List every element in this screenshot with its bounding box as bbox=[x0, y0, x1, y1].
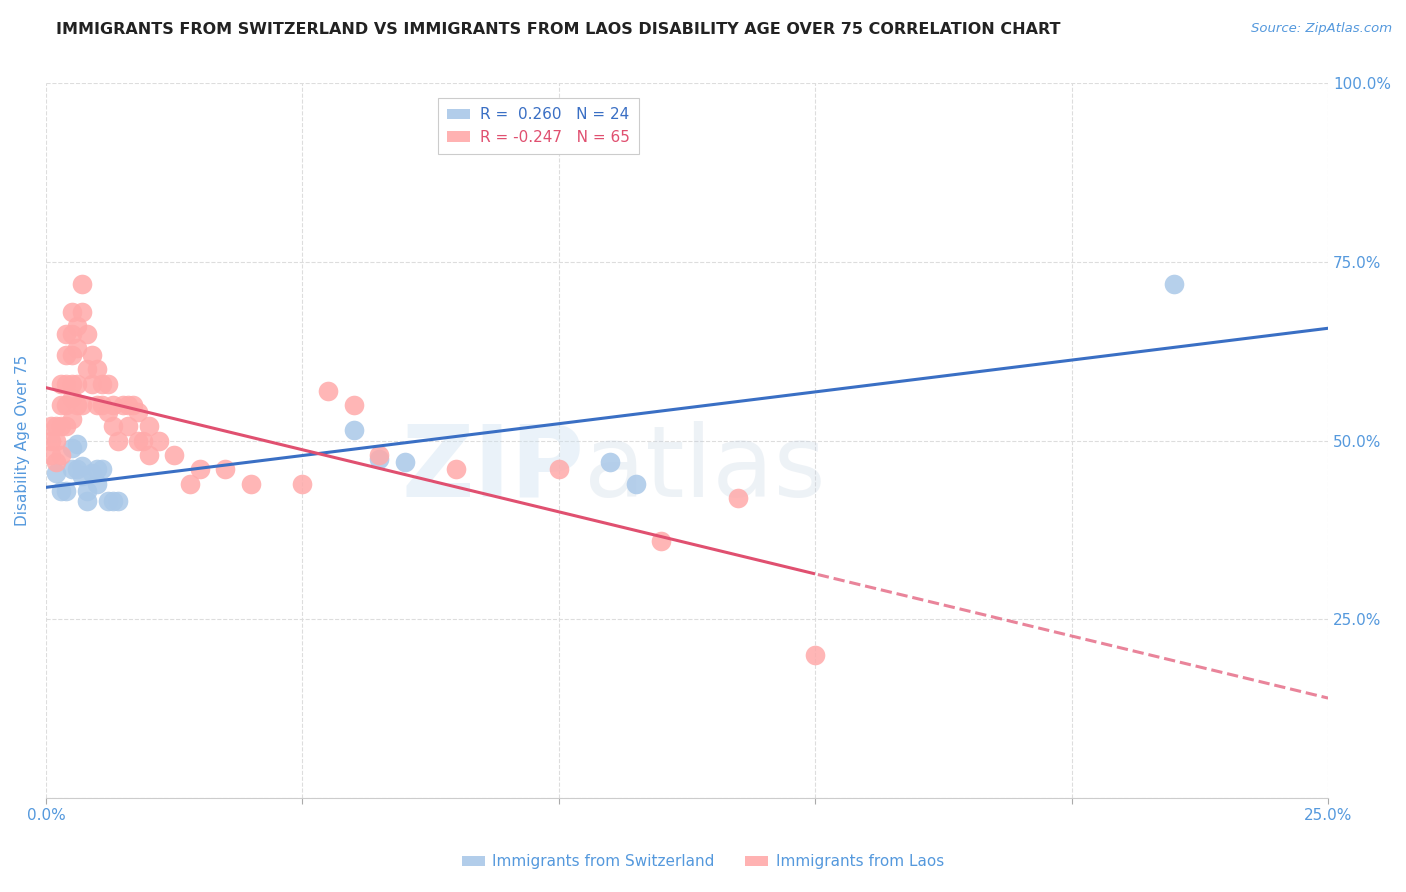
Point bbox=[70, 469, 93, 483]
Point bbox=[101, 398, 124, 412]
Point bbox=[66, 398, 89, 412]
Point bbox=[86, 362, 108, 376]
Point bbox=[82, 466, 104, 480]
Point bbox=[66, 462, 89, 476]
Point bbox=[51, 448, 73, 462]
Point bbox=[1163, 277, 1185, 291]
Point bbox=[446, 462, 468, 476]
Point bbox=[86, 462, 108, 476]
Point bbox=[82, 376, 104, 391]
Point bbox=[599, 455, 621, 469]
Point bbox=[368, 448, 391, 462]
Point bbox=[82, 348, 104, 362]
Point bbox=[343, 423, 366, 437]
Point bbox=[214, 462, 236, 476]
Point bbox=[45, 466, 67, 480]
Point bbox=[86, 476, 108, 491]
Point bbox=[127, 405, 149, 419]
Point bbox=[650, 533, 672, 548]
Point bbox=[138, 448, 160, 462]
Point bbox=[132, 434, 155, 448]
Point bbox=[51, 419, 73, 434]
Point bbox=[39, 448, 62, 462]
Point bbox=[60, 376, 83, 391]
Point bbox=[60, 441, 83, 455]
Point bbox=[60, 326, 83, 341]
Point bbox=[55, 483, 77, 498]
Text: atlas: atlas bbox=[585, 421, 827, 518]
Point bbox=[76, 494, 98, 508]
Point bbox=[96, 376, 118, 391]
Point bbox=[51, 376, 73, 391]
Point bbox=[188, 462, 211, 476]
Text: IMMIGRANTS FROM SWITZERLAND VS IMMIGRANTS FROM LAOS DISABILITY AGE OVER 75 CORRE: IMMIGRANTS FROM SWITZERLAND VS IMMIGRANT… bbox=[56, 22, 1060, 37]
Point bbox=[111, 398, 134, 412]
Point bbox=[148, 434, 170, 448]
Point bbox=[117, 398, 139, 412]
Point bbox=[39, 434, 62, 448]
Point bbox=[96, 405, 118, 419]
Point bbox=[179, 476, 201, 491]
Point bbox=[91, 376, 114, 391]
Point bbox=[55, 419, 77, 434]
Point bbox=[60, 305, 83, 319]
Legend: R =  0.260   N = 24, R = -0.247   N = 65: R = 0.260 N = 24, R = -0.247 N = 65 bbox=[439, 98, 638, 154]
Point bbox=[86, 398, 108, 412]
Point bbox=[45, 419, 67, 434]
Point bbox=[96, 494, 118, 508]
Point bbox=[39, 419, 62, 434]
Point bbox=[76, 483, 98, 498]
Y-axis label: Disability Age Over 75: Disability Age Over 75 bbox=[15, 355, 30, 526]
Point bbox=[804, 648, 827, 662]
Point bbox=[76, 362, 98, 376]
Point bbox=[45, 455, 67, 469]
Point bbox=[70, 305, 93, 319]
Point bbox=[240, 476, 263, 491]
Point bbox=[51, 483, 73, 498]
Point bbox=[122, 398, 145, 412]
Point bbox=[60, 462, 83, 476]
Point bbox=[51, 398, 73, 412]
Point bbox=[70, 458, 93, 473]
Point bbox=[70, 277, 93, 291]
Point bbox=[316, 384, 339, 398]
Point bbox=[138, 419, 160, 434]
Point bbox=[66, 437, 89, 451]
Point bbox=[394, 455, 416, 469]
Point bbox=[163, 448, 186, 462]
Point bbox=[55, 398, 77, 412]
Point bbox=[66, 341, 89, 355]
Point bbox=[60, 391, 83, 405]
Point bbox=[70, 398, 93, 412]
Point bbox=[45, 434, 67, 448]
Point bbox=[101, 494, 124, 508]
Point bbox=[55, 376, 77, 391]
Point bbox=[60, 412, 83, 426]
Point bbox=[117, 419, 139, 434]
Point bbox=[91, 462, 114, 476]
Point bbox=[60, 348, 83, 362]
Point bbox=[91, 398, 114, 412]
Point bbox=[624, 476, 647, 491]
Point bbox=[55, 348, 77, 362]
Point bbox=[101, 419, 124, 434]
Point bbox=[107, 434, 129, 448]
Text: Source: ZipAtlas.com: Source: ZipAtlas.com bbox=[1251, 22, 1392, 36]
Point bbox=[76, 326, 98, 341]
Point bbox=[547, 462, 569, 476]
Point bbox=[66, 319, 89, 334]
Point bbox=[727, 491, 749, 505]
Point bbox=[291, 476, 314, 491]
Point bbox=[368, 451, 391, 466]
Point bbox=[127, 434, 149, 448]
Point bbox=[107, 494, 129, 508]
Legend: Immigrants from Switzerland, Immigrants from Laos: Immigrants from Switzerland, Immigrants … bbox=[456, 848, 950, 875]
Text: ZIP: ZIP bbox=[402, 421, 585, 518]
Point bbox=[55, 326, 77, 341]
Point bbox=[66, 376, 89, 391]
Point bbox=[343, 398, 366, 412]
